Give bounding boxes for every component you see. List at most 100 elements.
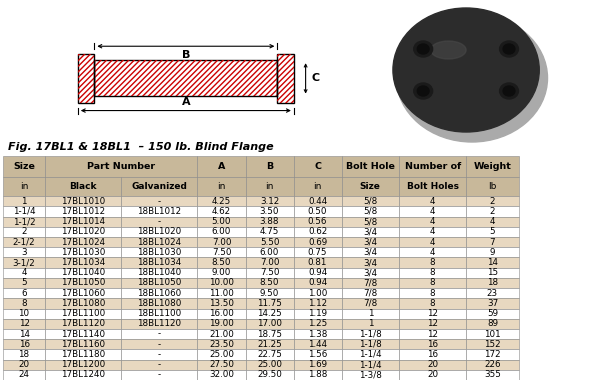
Text: 11.75: 11.75 [257, 299, 282, 308]
Text: B: B [266, 162, 273, 171]
Text: 12: 12 [18, 319, 30, 328]
Bar [45, 196, 122, 206]
Text: 8: 8 [21, 299, 27, 308]
Text: 1.12: 1.12 [308, 299, 327, 308]
Text: 89: 89 [487, 319, 498, 328]
Text: 5/8: 5/8 [363, 197, 378, 206]
Bar [399, 257, 466, 268]
Bar [294, 319, 342, 329]
Text: 7.00: 7.00 [212, 238, 231, 247]
Text: 2: 2 [490, 197, 495, 206]
Text: -: - [158, 350, 161, 359]
Bar [466, 237, 519, 247]
Bar [198, 309, 245, 319]
Text: 5/8: 5/8 [363, 217, 378, 226]
Bar [45, 268, 122, 278]
Bar [45, 319, 122, 329]
Text: 17BL1180: 17BL1180 [61, 350, 106, 359]
Bar [245, 319, 294, 329]
Bar [78, 54, 94, 103]
Bar [94, 60, 277, 97]
Bar [294, 217, 342, 227]
Text: 0.94: 0.94 [308, 268, 327, 277]
Text: 3/4: 3/4 [363, 268, 378, 277]
Text: -: - [158, 329, 161, 339]
Text: 18BL1030: 18BL1030 [137, 248, 182, 257]
Bar [245, 309, 294, 319]
Bar [399, 298, 466, 309]
Bar [3, 217, 45, 227]
Text: 18BL1012: 18BL1012 [137, 207, 182, 216]
Bar [198, 217, 245, 227]
Text: 4: 4 [430, 207, 435, 216]
Bar [294, 237, 342, 247]
Text: 1.56: 1.56 [308, 350, 327, 359]
Text: 17BL1200: 17BL1200 [61, 360, 106, 369]
Text: 12: 12 [427, 309, 438, 318]
Bar [245, 206, 294, 217]
Bar [122, 237, 198, 247]
Circle shape [417, 44, 429, 54]
Bar [294, 309, 342, 319]
Text: 5/8: 5/8 [363, 207, 378, 216]
Text: 1.88: 1.88 [308, 370, 327, 379]
Bar [342, 329, 399, 339]
Bar [466, 319, 519, 329]
Circle shape [500, 83, 519, 99]
Bar [198, 196, 245, 206]
Text: 18BL1060: 18BL1060 [137, 289, 182, 298]
Text: 16: 16 [18, 340, 30, 349]
Bar [399, 227, 466, 237]
Bar [342, 359, 399, 370]
Bar [245, 227, 294, 237]
Text: 3.12: 3.12 [260, 197, 279, 206]
Bar [342, 156, 399, 177]
Text: 3-1/2: 3-1/2 [12, 258, 35, 267]
Bar [342, 349, 399, 359]
Bar [294, 288, 342, 298]
Bar [122, 268, 198, 278]
Bar [45, 309, 122, 319]
Bar [294, 268, 342, 278]
Text: 21.00: 21.00 [209, 329, 234, 339]
Text: in: in [20, 182, 28, 191]
Bar [3, 237, 45, 247]
Text: 9.50: 9.50 [260, 289, 279, 298]
Bar [294, 247, 342, 257]
Bar [3, 339, 45, 349]
Text: Size: Size [13, 162, 35, 171]
Bar [245, 288, 294, 298]
Text: 5.50: 5.50 [260, 238, 279, 247]
Text: 0.81: 0.81 [308, 258, 327, 267]
Bar [198, 156, 245, 177]
Text: 4.25: 4.25 [212, 197, 231, 206]
Bar [45, 349, 122, 359]
Bar [122, 319, 198, 329]
Text: 12: 12 [427, 329, 438, 339]
Text: 23.50: 23.50 [209, 340, 234, 349]
Bar [198, 177, 245, 196]
Bar [466, 196, 519, 206]
Text: 4.62: 4.62 [212, 207, 231, 216]
Text: 2: 2 [490, 207, 495, 216]
Bar [466, 268, 519, 278]
Bar [198, 278, 245, 288]
Bar [466, 227, 519, 237]
Bar [45, 370, 122, 380]
Bar [3, 227, 45, 237]
Bar [198, 359, 245, 370]
Bar [198, 237, 245, 247]
Text: 20: 20 [427, 370, 438, 379]
Text: 17BL1034: 17BL1034 [61, 258, 106, 267]
Text: 18: 18 [487, 279, 498, 288]
Bar [399, 370, 466, 380]
Bar [245, 268, 294, 278]
Bar [122, 257, 198, 268]
Text: 7/8: 7/8 [363, 289, 378, 298]
Text: 5: 5 [490, 227, 495, 236]
Bar [45, 329, 122, 339]
Bar [198, 370, 245, 380]
Text: 17BL1014: 17BL1014 [61, 217, 105, 226]
Bar [122, 349, 198, 359]
Bar [294, 206, 342, 217]
